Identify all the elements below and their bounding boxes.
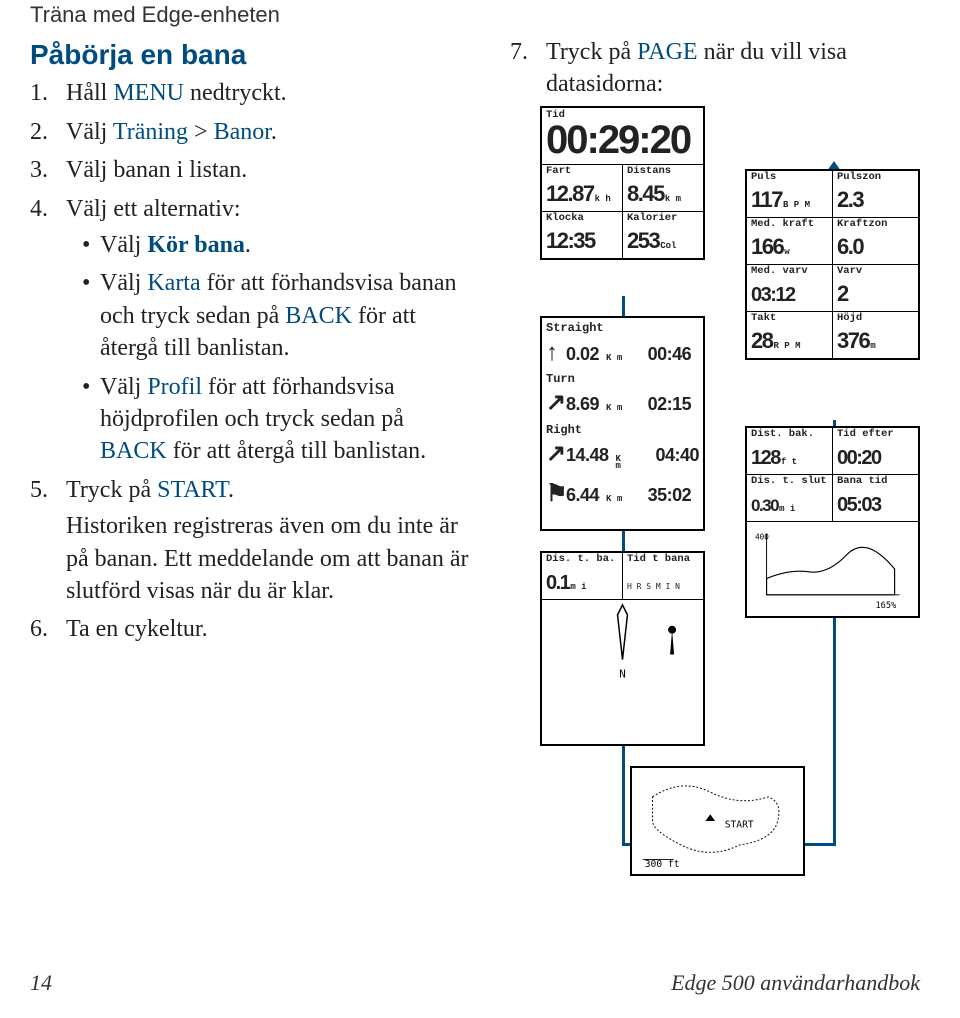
- label-hojd: Höjd: [837, 313, 915, 324]
- label-straight: Straight: [542, 318, 703, 336]
- step-3: Välj banan i listan.: [30, 154, 470, 186]
- value-fart: 12.87: [546, 184, 594, 204]
- svg-text:400: 400: [755, 533, 769, 542]
- label-medkraft: Med. kraft: [751, 219, 829, 230]
- label-medvarv: Med. varv: [751, 266, 829, 277]
- value-distans: 8.45: [627, 184, 664, 204]
- page-footer: 14 Edge 500 användarhandbok: [30, 968, 920, 998]
- instructions-column: Påbörja en bana Håll MENU nedtryckt. Väl…: [30, 36, 470, 887]
- value-kraftzon: 6.0: [837, 237, 863, 257]
- screen-profile: Dist. bak.128f t Tid efter00:20 Dis. t. …: [745, 426, 920, 618]
- svg-text:300 ft: 300 ft: [645, 860, 680, 871]
- label-kalorier: Kalorier: [627, 213, 700, 224]
- value-takt: 28: [751, 331, 772, 351]
- step-6: Ta en cykeltur.: [30, 613, 470, 645]
- chapter-header: Träna med Edge-enheten: [30, 0, 920, 30]
- page-number: 14: [30, 968, 52, 998]
- kw-back-2: BACK: [100, 438, 167, 464]
- value-banatid: 05:03: [837, 496, 881, 514]
- screen-map: START 300 ft: [630, 766, 805, 876]
- kw-traning: Träning: [113, 119, 188, 145]
- svg-text:165%: 165%: [876, 601, 898, 611]
- kw-kor-bana: Kör bana: [147, 232, 245, 258]
- value-tidefter: 00:20: [837, 449, 881, 467]
- kw-back-1: BACK: [285, 303, 352, 329]
- value-pulszon: 2.3: [837, 190, 863, 210]
- step-4: Välj ett alternativ: Välj Kör bana. Välj…: [30, 193, 470, 468]
- label-right: Right: [542, 420, 703, 438]
- label-turn: Turn: [542, 369, 703, 387]
- screen-compass: Dis. t. ba.0.1m i Tid t banaH R S M I N …: [540, 551, 705, 746]
- kw-start: START: [157, 477, 228, 503]
- label-tidefter: Tid efter: [837, 429, 915, 440]
- label-tid-t-bana: Tid t bana: [627, 554, 700, 565]
- kw-page: PAGE: [637, 39, 697, 65]
- value-distbak: 128: [751, 449, 780, 467]
- value-puls: 117: [751, 190, 782, 210]
- step-1: Håll MENU nedtryckt.: [30, 77, 470, 109]
- turn-icon: ↗: [546, 387, 560, 419]
- connector-line: [622, 530, 625, 552]
- flag-icon: ⚑: [546, 478, 560, 510]
- value-disslut: 0.30: [751, 498, 778, 513]
- value-medkraft: 166: [751, 237, 783, 257]
- connector-line: [622, 745, 625, 845]
- value-dis-t-ba: 0.1: [546, 574, 569, 592]
- label-banatid: Bana tid: [837, 476, 915, 487]
- elevation-profile: 400 165%: [747, 521, 918, 616]
- screen-stats: Puls117B P M Pulszon2.3 Med. kraft166w K…: [745, 169, 920, 360]
- section-title: Påbörja en bana: [30, 36, 470, 74]
- footer-title: Edge 500 användarhandbok: [671, 968, 920, 998]
- step-7: Tryck på PAGE när du vill visa datasidor…: [510, 36, 920, 101]
- label-klocka: Klocka: [546, 213, 619, 224]
- svg-text:START: START: [725, 820, 754, 831]
- label-puls: Puls: [751, 172, 829, 183]
- kw-menu: MENU: [113, 80, 184, 106]
- label-distans: Distans: [627, 166, 700, 177]
- svg-text:N: N: [619, 668, 626, 681]
- screens-column: Tryck på PAGE när du vill visa datasidor…: [510, 36, 920, 887]
- value-varv: 2: [837, 284, 848, 304]
- step-5-note: Historiken registreras även om du inte ä…: [66, 510, 470, 607]
- bullet-karta: Välj Karta för att förhandsvisa banan oc…: [82, 267, 470, 364]
- straight-icon: ↑: [546, 337, 560, 369]
- label-distbak: Dist. bak.: [751, 429, 829, 440]
- kw-karta: Karta: [147, 270, 200, 296]
- device-screens: Tid 00:29:20 Fart12.87k h Distans8.45k m…: [510, 106, 920, 886]
- value-kalorier: 253: [627, 231, 659, 251]
- kw-banor: Banor: [214, 119, 271, 145]
- value-hojd: 376: [837, 331, 869, 351]
- step-5: Tryck på START. Historiken registreras ä…: [30, 474, 470, 608]
- label-disslut: Dis. t. slut: [751, 476, 829, 487]
- label-fart: Fart: [546, 166, 619, 177]
- label-varv: Varv: [837, 266, 915, 277]
- label-dis-t-ba: Dis. t. ba.: [546, 554, 619, 565]
- label-takt: Takt: [751, 313, 829, 324]
- value-klocka: 12:35: [546, 231, 595, 251]
- right-icon: ↗: [546, 438, 560, 470]
- steps-list: Håll MENU nedtryckt. Välj Träning > Bano…: [30, 77, 470, 645]
- label-pulszon: Pulszon: [837, 172, 915, 183]
- bullet-profil: Välj Profil för att förhandsvisa höjdpro…: [82, 371, 470, 468]
- screen-turns: Straight ↑0.02K m 00:46 Turn ↗8.69K m 02…: [540, 316, 705, 531]
- label-kraftzon: Kraftzon: [837, 219, 915, 230]
- bullet-kor-bana: Välj Kör bana.: [82, 229, 470, 261]
- value-medvarv: 03:12: [751, 286, 795, 304]
- screen-time: Tid 00:29:20 Fart12.87k h Distans8.45k m…: [540, 106, 705, 260]
- step-2: Välj Träning > Banor.: [30, 116, 470, 148]
- connector-line: [622, 296, 625, 317]
- value-tid: 00:29:20: [546, 122, 690, 158]
- kw-profil: Profil: [147, 374, 202, 400]
- compass-sketch: N: [542, 599, 703, 719]
